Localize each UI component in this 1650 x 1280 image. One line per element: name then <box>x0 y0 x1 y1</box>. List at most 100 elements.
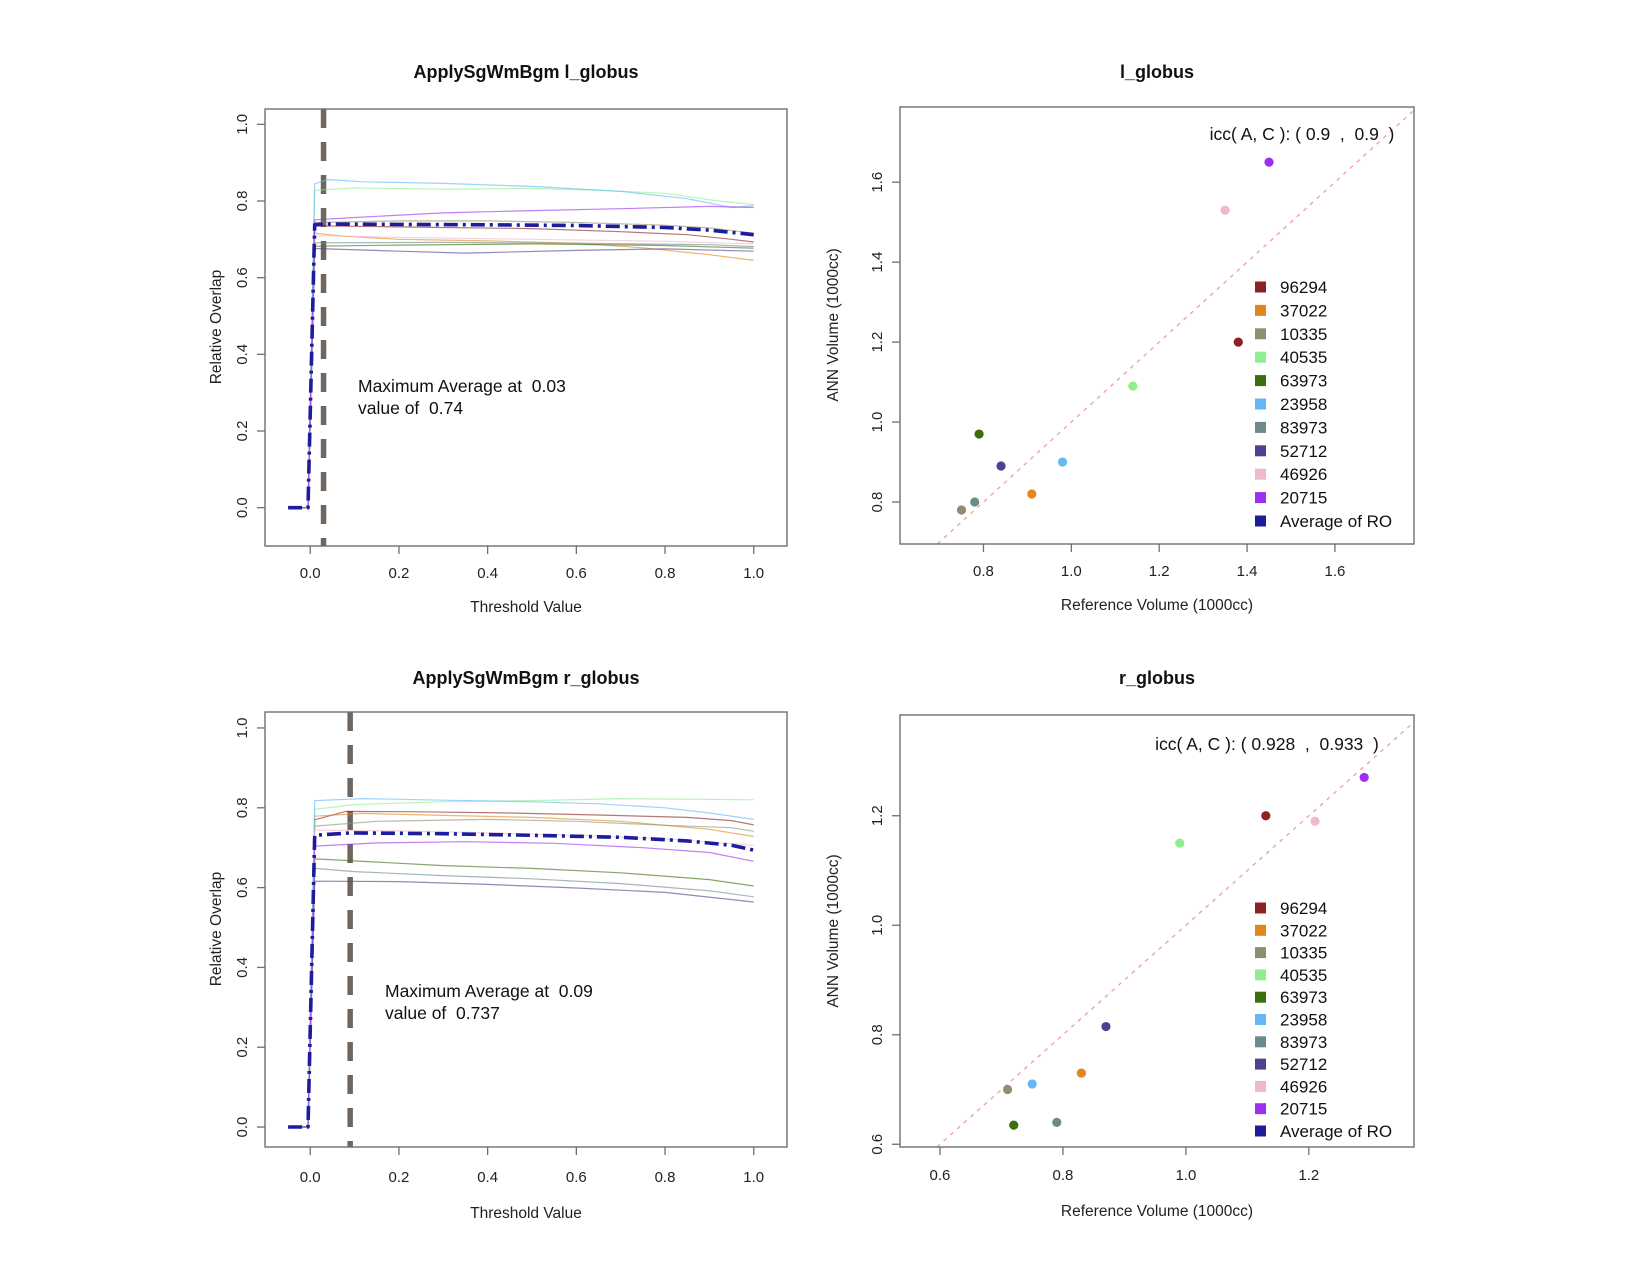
legend-swatch <box>1255 515 1266 527</box>
scatter-point-83973 <box>970 497 980 507</box>
legend-swatch <box>1255 492 1266 504</box>
y-tick-label: 0.2 <box>234 421 251 442</box>
scatter-point-37022 <box>1076 1068 1086 1078</box>
y-tick-label: 0.8 <box>234 797 251 818</box>
x-tick-label: 1.0 <box>743 565 764 582</box>
plot-box <box>899 714 1415 1148</box>
series-line-52712 <box>288 880 754 1128</box>
y-tick-label: 1.2 <box>869 805 886 826</box>
y-axis-label: ANN Volume (1000cc) <box>825 248 842 401</box>
chart-title: ApplySgWmBgm l_globus <box>414 62 639 82</box>
legend-swatch <box>1255 1080 1266 1092</box>
scatter-point-63973 <box>974 429 984 439</box>
icc-text: icc( A, C ): ( 0.9 , 0.9 ) <box>1210 124 1395 144</box>
series-line-40535 <box>288 797 754 1128</box>
series-line-46926 <box>288 234 754 509</box>
x-tick-label: 0.6 <box>930 1167 951 1184</box>
scatter-point-40535 <box>1128 381 1138 391</box>
y-tick-label: 1.0 <box>234 718 251 739</box>
y-tick-label: 0.6 <box>234 877 251 898</box>
legend-label: 10335 <box>1280 944 1327 963</box>
legend-swatch <box>1255 398 1266 410</box>
y-tick-label: 0.0 <box>234 497 251 518</box>
series-line-10335 <box>288 818 754 1128</box>
x-tick-label: 0.2 <box>389 565 410 582</box>
y-tick-label: 1.2 <box>869 332 886 353</box>
scatter-point-96294 <box>1261 811 1271 821</box>
legend-swatch <box>1255 1103 1266 1115</box>
series-line-46926 <box>288 829 754 1128</box>
x-tick-label: 1.2 <box>1298 1167 1319 1184</box>
x-tick-label: 0.8 <box>973 563 994 580</box>
scatter-point-10335 <box>1002 1084 1013 1095</box>
legend-swatch <box>1255 924 1266 936</box>
x-axis-label: Threshold Value <box>470 1205 582 1222</box>
x-tick-label: 0.6 <box>566 565 587 582</box>
scatter-point-40535 <box>1175 838 1185 848</box>
series-line-96294 <box>288 225 754 509</box>
chart-l_globus: l_globus Reference Volume (1000cc) ANN Vol… <box>825 62 1415 614</box>
identity-line <box>936 109 1415 545</box>
x-tick-label: 1.0 <box>1175 1167 1196 1184</box>
legend-label: 83973 <box>1280 418 1327 437</box>
y-tick-label: 0.2 <box>234 1037 251 1058</box>
scatter-point-20715 <box>1264 157 1274 167</box>
average-line <box>288 831 755 1129</box>
legend-swatch <box>1255 1014 1266 1025</box>
x-tick-label: 0.8 <box>655 565 676 582</box>
legend-swatch <box>1255 1058 1266 1070</box>
annotation-line: value of 0.737 <box>385 1003 500 1023</box>
y-axis-label: Relative Overlap <box>208 872 225 987</box>
x-tick-label: 1.0 <box>1061 563 1082 580</box>
legend-label: 37022 <box>1280 301 1327 320</box>
x-tick-label: 0.4 <box>477 1169 498 1186</box>
legend-label: 83973 <box>1280 1033 1327 1052</box>
scatter-point-37022 <box>1027 489 1037 499</box>
y-tick-label: 0.4 <box>234 344 251 365</box>
legend-label: Average of RO <box>1280 1122 1392 1141</box>
y-tick-label: 0.8 <box>869 1024 886 1045</box>
y-tick-label: 0.8 <box>869 492 886 513</box>
series-line-37022 <box>288 812 754 1128</box>
plot-box <box>899 106 1415 545</box>
legend-swatch <box>1255 375 1266 387</box>
annotation-line: Maximum Average at 0.09 <box>385 981 593 1001</box>
y-axis-label: Relative Overlap <box>208 270 225 385</box>
legend-label: 63973 <box>1280 988 1327 1007</box>
annotation-line: value of 0.74 <box>358 398 463 418</box>
legend-swatch <box>1255 969 1266 981</box>
average-line <box>288 222 754 510</box>
y-tick-label: 1.0 <box>869 915 886 936</box>
chart-applysgwmbgm-r_globus: ApplySgWmBgm r_globus Threshold Value Rela… <box>208 668 788 1222</box>
series-line-37022 <box>288 232 754 509</box>
x-tick-label: 1.2 <box>1149 563 1170 580</box>
scatter-point-23958 <box>1057 457 1068 467</box>
legend-swatch <box>1255 445 1266 457</box>
x-tick-label: 1.4 <box>1237 563 1258 580</box>
legend-swatch <box>1255 1125 1266 1137</box>
annotation-line: Maximum Average at 0.03 <box>358 376 566 396</box>
legend-label: 63973 <box>1280 372 1327 391</box>
x-tick-label: 0.8 <box>1053 1167 1074 1184</box>
y-tick-label: 0.6 <box>869 1134 886 1155</box>
legend-swatch <box>1255 421 1266 433</box>
legend-label: 46926 <box>1280 465 1327 484</box>
legend-label: 96294 <box>1280 278 1327 297</box>
plot-box <box>264 108 788 547</box>
series-line-23958 <box>288 797 754 1128</box>
scatter-point-20715 <box>1359 772 1369 783</box>
legend-label: 37022 <box>1280 921 1327 940</box>
legend-swatch <box>1255 991 1266 1003</box>
scatter-point-46926 <box>1220 205 1230 215</box>
x-tick-label: 0.6 <box>566 1169 587 1186</box>
x-tick-label: 0.0 <box>300 565 321 582</box>
scatter-point-52712 <box>996 461 1006 471</box>
x-tick-label: 1.0 <box>743 1169 764 1186</box>
y-tick-label: 0.8 <box>234 191 251 212</box>
legend-swatch <box>1255 351 1266 363</box>
legend-swatch <box>1255 947 1266 959</box>
x-axis-label: Reference Volume (1000cc) <box>1061 597 1253 614</box>
legend-label: 46926 <box>1280 1077 1327 1096</box>
legend-label: 40535 <box>1280 348 1327 367</box>
